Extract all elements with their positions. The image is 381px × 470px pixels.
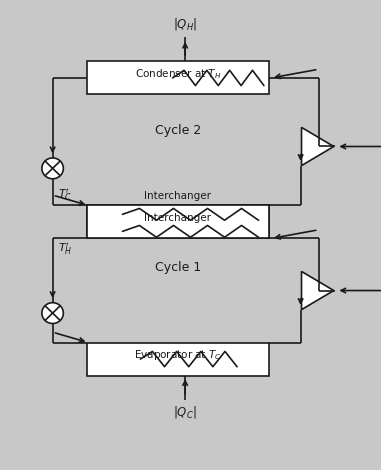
Text: $|Q_H|$: $|Q_H|$ — [173, 16, 197, 32]
Text: $T_H^{\prime}$: $T_H^{\prime}$ — [58, 241, 72, 257]
Bar — [86, 343, 269, 376]
Text: $T_C^{\prime}$: $T_C^{\prime}$ — [58, 187, 72, 203]
Text: Interchanger: Interchanger — [144, 191, 211, 201]
Polygon shape — [301, 272, 334, 310]
Bar — [86, 62, 269, 94]
Text: Cycle 1: Cycle 1 — [155, 261, 201, 274]
Circle shape — [42, 303, 63, 323]
Bar — [86, 205, 269, 238]
Text: $|Q_C|$: $|Q_C|$ — [173, 404, 197, 420]
Polygon shape — [301, 127, 334, 165]
Text: Interchanger: Interchanger — [144, 213, 211, 223]
Text: Cycle 2: Cycle 2 — [155, 125, 201, 137]
Text: Condenser at $T_H$: Condenser at $T_H$ — [135, 67, 221, 81]
Circle shape — [42, 158, 63, 179]
Bar — [86, 205, 269, 238]
Text: Evaporator at $T_C$: Evaporator at $T_C$ — [134, 348, 222, 362]
